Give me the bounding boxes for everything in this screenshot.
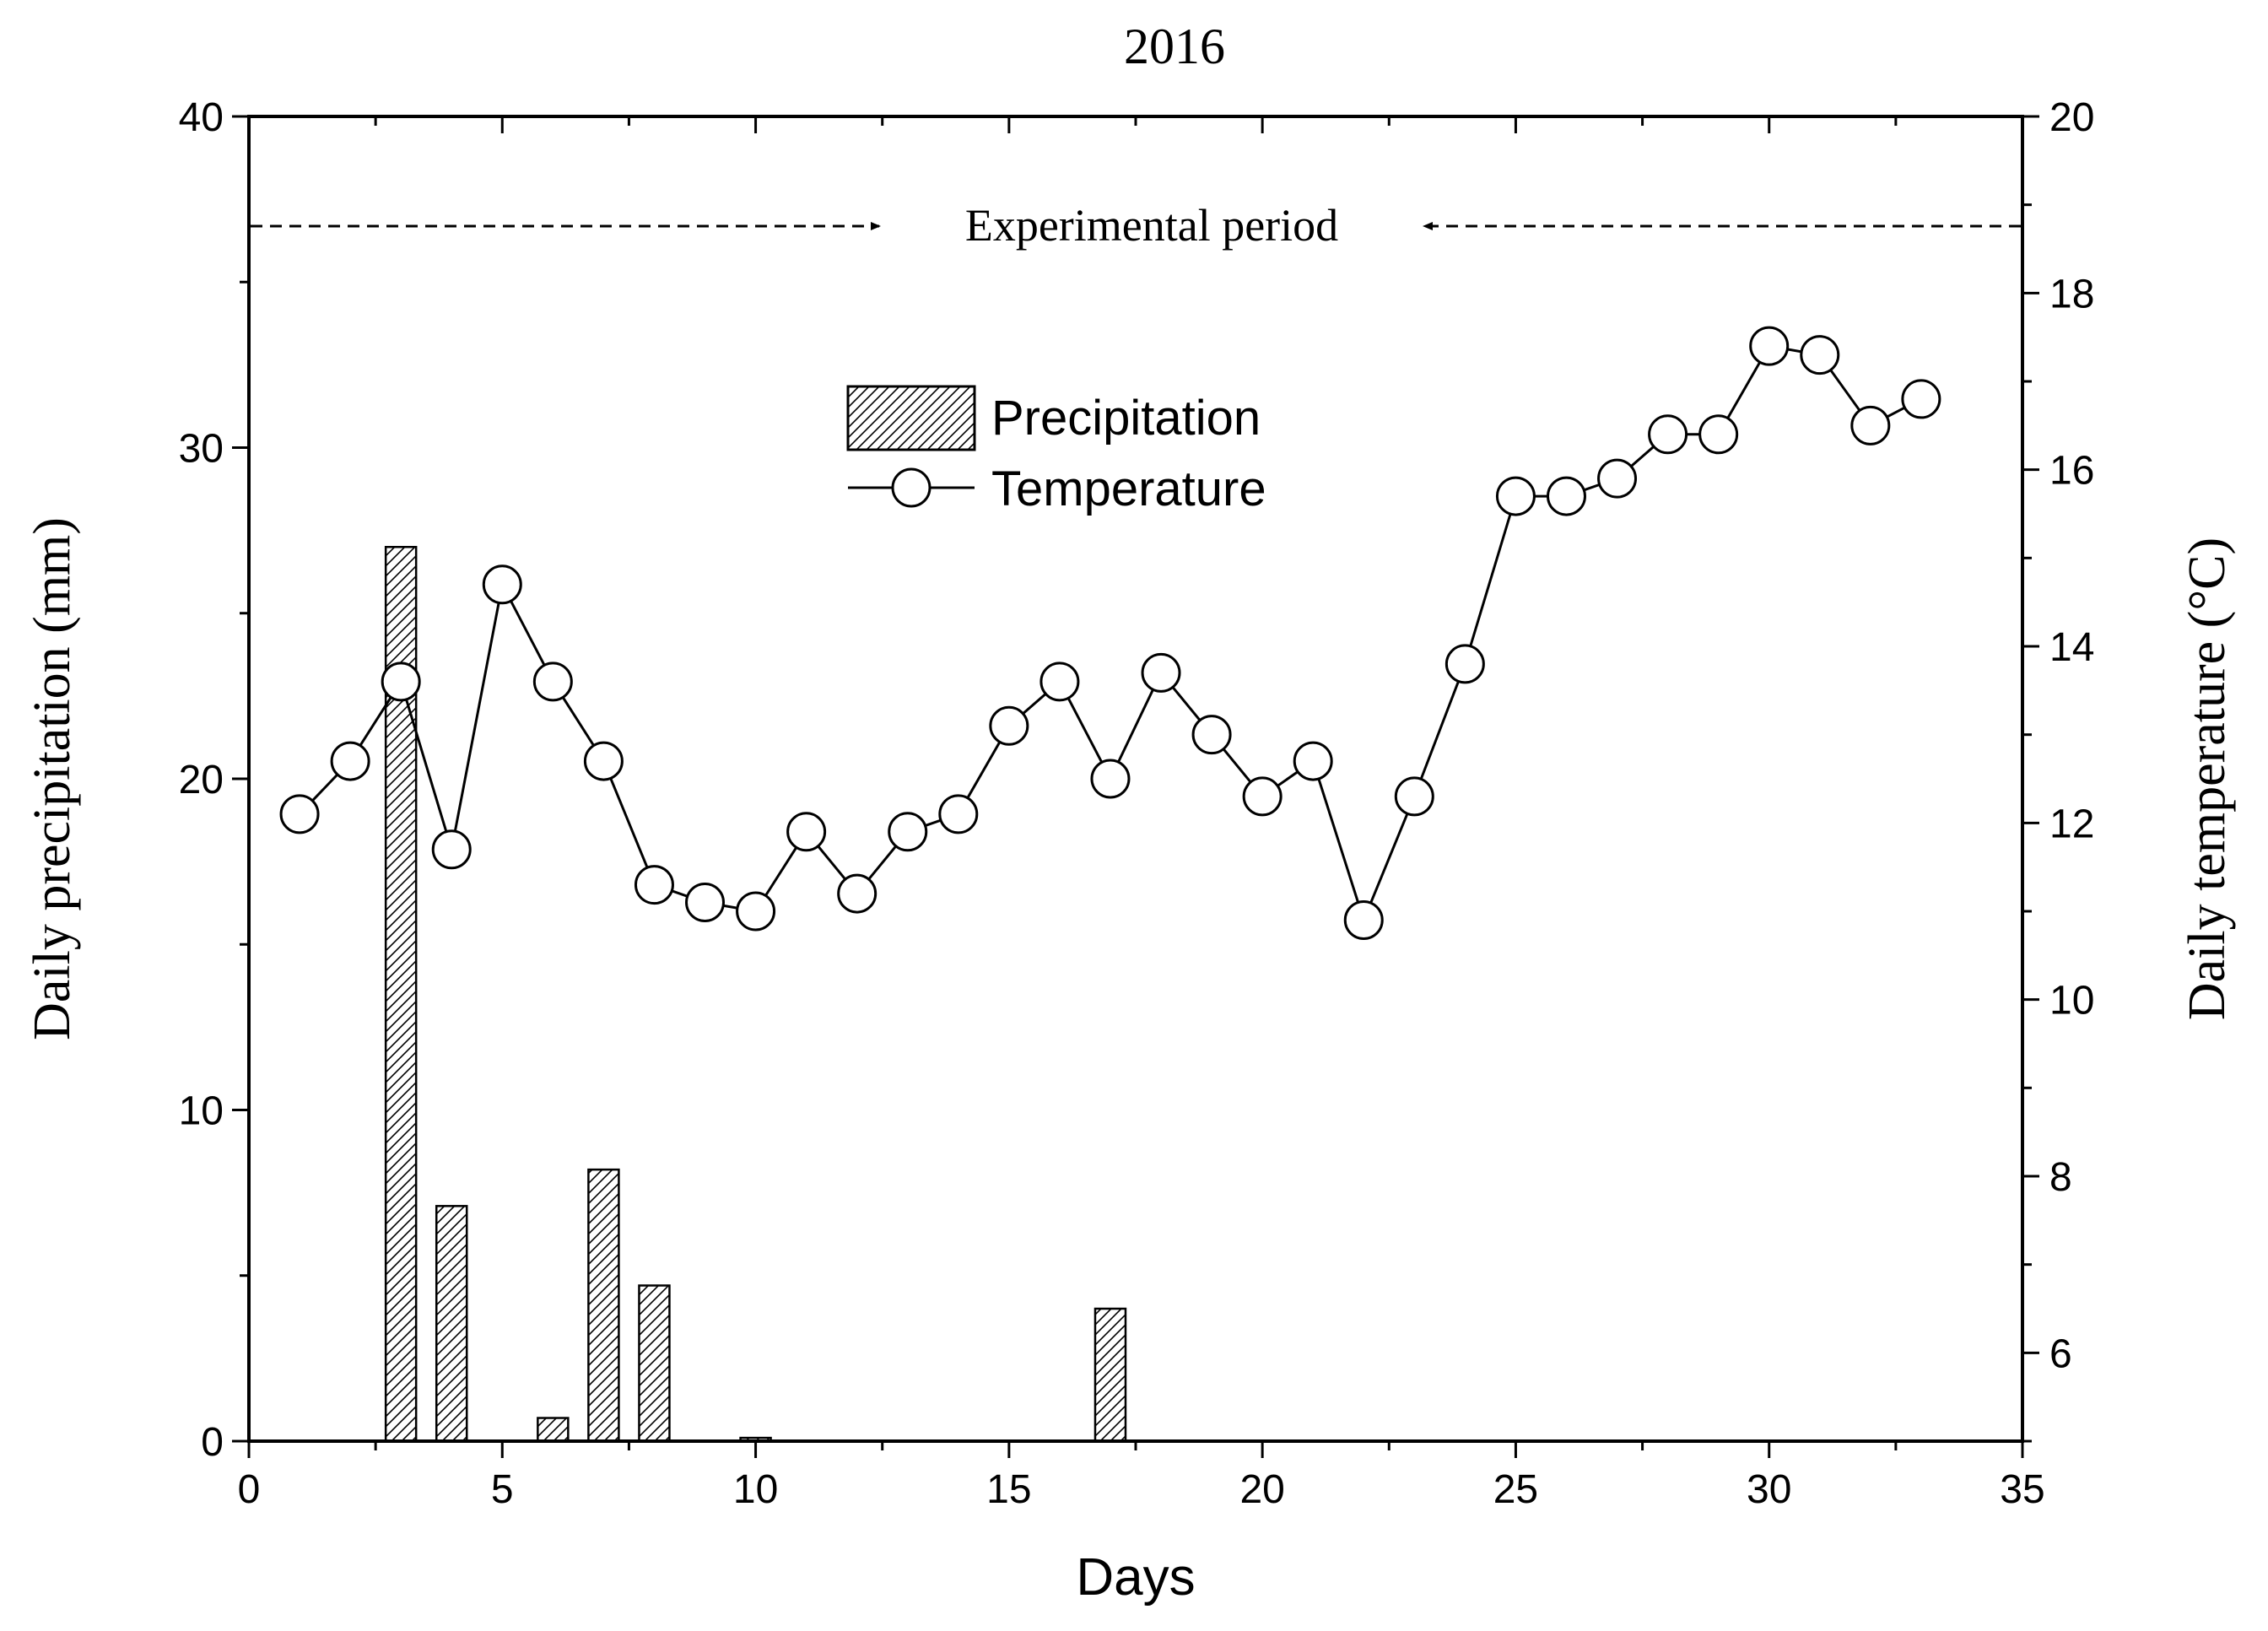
precipitation-bar bbox=[435, 1205, 468, 1443]
x-tick-label: 20 bbox=[1239, 1467, 1284, 1512]
temperature-point bbox=[888, 812, 928, 852]
temperature-point bbox=[330, 741, 370, 781]
temperature-point bbox=[1648, 414, 1688, 455]
x-tick-label: 10 bbox=[733, 1467, 778, 1512]
temperature-series bbox=[279, 326, 1941, 940]
axis-ticks: 0 5 10 15 20 25 30 35 0 10 20 30 40 6 8 10 12 14 16 18 20 bbox=[179, 95, 2095, 1512]
precipitation-bar bbox=[537, 1417, 570, 1443]
y-axis-left-label: Daily precipitation (mm) bbox=[24, 517, 81, 1040]
temperature-point bbox=[1293, 741, 1333, 781]
temperature-point bbox=[1800, 335, 1840, 375]
temperature-point bbox=[1850, 405, 1891, 446]
x-axis-label: Days bbox=[1076, 1548, 1195, 1607]
temperature-point bbox=[1698, 414, 1739, 455]
y-left-tick-label: 20 bbox=[179, 758, 224, 802]
precipitation-bars bbox=[384, 546, 1127, 1443]
plot-frame bbox=[247, 115, 2024, 1443]
temperature-point bbox=[1901, 379, 1941, 419]
precipitation-bar bbox=[638, 1284, 671, 1443]
temperature-point bbox=[1597, 458, 1638, 499]
y-right-tick-label: 10 bbox=[2049, 979, 2094, 1023]
temperature-point bbox=[685, 883, 726, 923]
x-tick-label: 30 bbox=[1747, 1467, 1791, 1512]
temperature-point bbox=[786, 812, 827, 852]
temperature-point bbox=[634, 865, 674, 905]
temperature-point bbox=[1191, 715, 1232, 755]
chart-title: 2016 bbox=[1124, 19, 1225, 74]
legend-precipitation-swatch bbox=[846, 385, 976, 451]
y-right-tick-label: 16 bbox=[2049, 449, 2094, 494]
y-left-tick-label: 0 bbox=[201, 1420, 224, 1465]
y-right-tick-label: 12 bbox=[2049, 802, 2094, 846]
legend-precipitation-label: Precipitation bbox=[991, 391, 1261, 446]
y-right-tick-label: 14 bbox=[2049, 625, 2094, 670]
x-tick-label: 5 bbox=[491, 1467, 514, 1512]
legend-temperature-marker bbox=[891, 467, 932, 508]
x-tick-label: 35 bbox=[2000, 1467, 2044, 1512]
x-tick-label: 25 bbox=[1493, 1467, 1538, 1512]
y-right-tick-label: 8 bbox=[2049, 1155, 2072, 1200]
y-left-tick-label: 40 bbox=[179, 95, 224, 140]
legend: Precipitation Temperature bbox=[846, 385, 1266, 516]
temperature-point bbox=[736, 891, 776, 932]
precipitation-bar bbox=[1094, 1307, 1127, 1443]
temperature-point bbox=[381, 662, 421, 702]
x-tick-label: 0 bbox=[238, 1467, 261, 1512]
annotation-text: Experimental period bbox=[965, 200, 1338, 251]
x-tick-label: 15 bbox=[986, 1467, 1031, 1512]
temperature-point bbox=[1394, 776, 1434, 817]
temperature-point bbox=[1242, 776, 1282, 817]
temperature-point bbox=[1343, 899, 1384, 940]
legend-temperature-label: Temperature bbox=[991, 462, 1266, 516]
annotation: Experimental period bbox=[251, 200, 2021, 251]
temperature-point bbox=[1040, 662, 1080, 702]
temperature-point bbox=[279, 794, 320, 834]
y-left-tick-label: 10 bbox=[179, 1089, 224, 1134]
temperature-point bbox=[1090, 759, 1131, 799]
temperature-point bbox=[938, 794, 979, 834]
precipitation-bar bbox=[587, 1168, 620, 1443]
temperature-point bbox=[1546, 476, 1586, 516]
temperature-point bbox=[837, 873, 878, 914]
y-axis-right-label: Daily temperature (°C) bbox=[2179, 537, 2236, 1020]
temperature-point bbox=[1495, 476, 1536, 516]
temperature-point bbox=[583, 741, 624, 781]
temperature-point bbox=[1444, 644, 1485, 684]
y-right-tick-label: 20 bbox=[2049, 95, 2094, 140]
temperature-point bbox=[532, 662, 573, 702]
temperature-point bbox=[1749, 326, 1790, 366]
y-left-tick-label: 30 bbox=[179, 427, 224, 472]
temperature-point bbox=[431, 829, 472, 870]
temperature-point bbox=[482, 564, 522, 605]
temperature-point bbox=[989, 705, 1029, 746]
y-right-tick-label: 18 bbox=[2049, 272, 2094, 316]
temperature-point bbox=[1141, 652, 1181, 693]
y-right-tick-label: 6 bbox=[2049, 1331, 2072, 1376]
